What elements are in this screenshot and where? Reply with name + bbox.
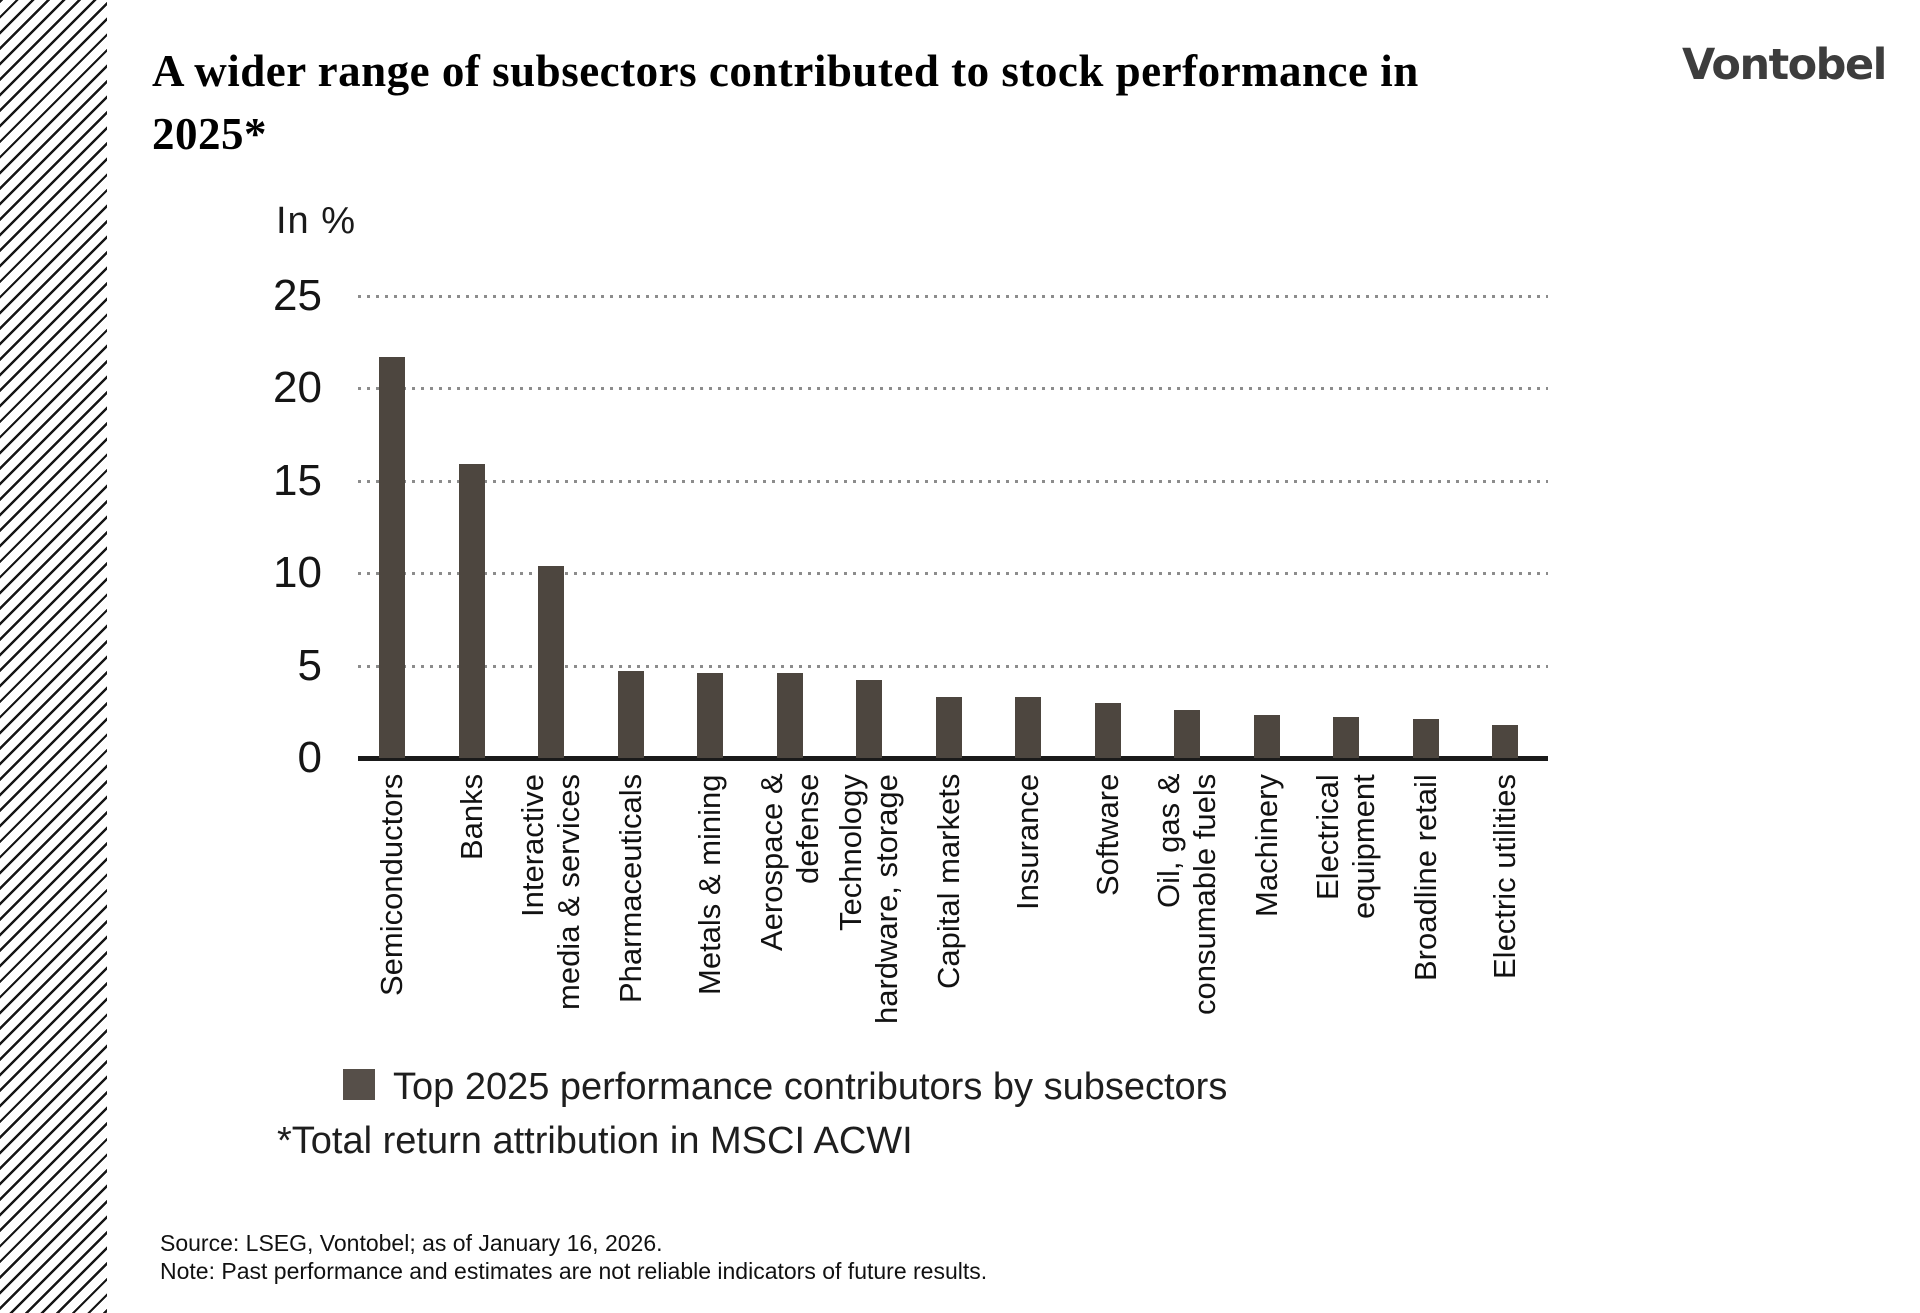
bar-capital-markets [935,696,962,758]
diagonal-hatch-border [0,0,107,1313]
gridline-20 [358,387,1548,390]
y-tick-label: 25 [273,270,322,320]
chart-footnote: *Total return attribution in MSCI ACWI [277,1120,913,1162]
y-tick-label: 0 [297,733,322,782]
bar-machinery [1253,715,1280,758]
bar-metals-mining [697,672,723,758]
vontobel-logo: Vontobel [1682,40,1887,90]
gridline-15 [358,479,1548,483]
bar-semiconductors [379,356,405,758]
bar-insurance [1015,696,1041,758]
bar-pharmaceuticals [617,671,644,758]
gridline-5 [358,664,1548,668]
y-axis-unit-label: In % [276,200,357,242]
bar-technology-hardware-storage [856,680,882,758]
y-tick-label: 5 [297,640,322,690]
bar-aerospace-defense [776,672,803,758]
legend-label: Top 2025 performance contributors by sub… [393,1066,1228,1108]
bar-interactive-media-services [538,565,564,758]
x-axis-label-electric-utilities: Electric utilities [1425,774,1585,1086]
source-note: Source: LSEG, Vontobel; as of January 16… [160,1229,987,1285]
y-tick-label: 20 [273,363,322,412]
gridline-10 [358,572,1548,575]
source-line: Source: LSEG, Vontobel; as of January 16… [160,1230,663,1256]
legend-swatch [343,1069,375,1100]
bar-electric-utilities [1492,724,1518,758]
y-tick-label: 15 [273,455,322,505]
y-tick-label: 10 [273,548,322,597]
gridline-25 [358,294,1548,298]
bar-banks [458,463,485,758]
bar-broadline-retail [1412,719,1439,758]
page-title: A wider range of subsectors contributed … [152,46,1419,159]
x-axis-label-text: Electric utilities [1487,774,1522,979]
note-line: Note: Past performance and estimates are… [160,1258,988,1284]
bar-software [1094,702,1121,758]
bar-electrical-equipment [1333,717,1359,758]
x-axis-line [358,756,1548,761]
bar-oil-gas-consumable-fuels [1174,709,1200,758]
